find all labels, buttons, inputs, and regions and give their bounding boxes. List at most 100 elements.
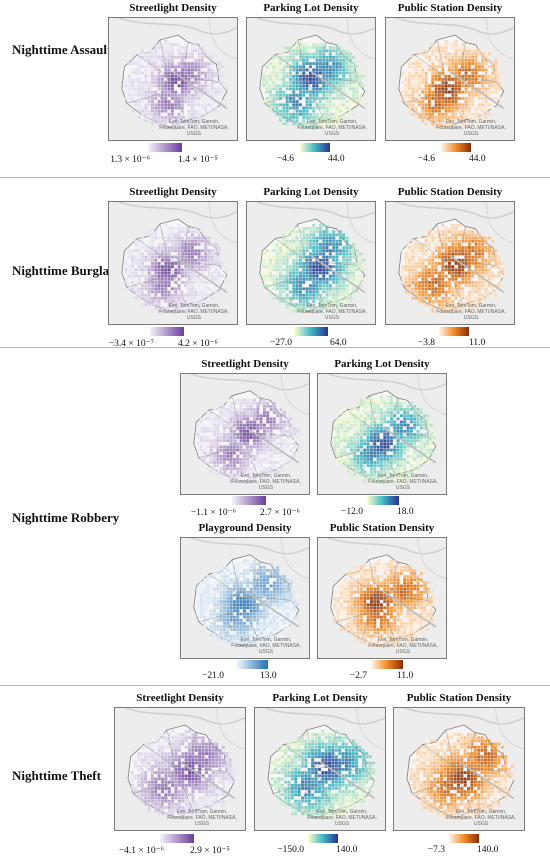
density-cell	[427, 116, 431, 119]
density-cell	[318, 58, 322, 62]
density-cell	[288, 290, 292, 294]
density-cell	[265, 81, 269, 85]
density-cell	[437, 62, 441, 65]
density-cell	[418, 103, 421, 107]
density-cell	[491, 271, 495, 275]
density-cell	[457, 71, 461, 75]
density-cell	[282, 600, 286, 603]
density-cell	[338, 281, 342, 284]
density-cell	[292, 62, 296, 65]
density-cell	[362, 277, 366, 281]
density-cell	[338, 262, 342, 265]
density-cell	[187, 262, 191, 265]
density-cell	[242, 423, 246, 427]
density-cell	[216, 454, 220, 458]
density-cell	[444, 281, 448, 284]
density-cell	[298, 46, 302, 50]
density-cell	[461, 43, 465, 46]
density-cell	[447, 58, 451, 62]
density-cell	[164, 284, 168, 288]
density-cell	[177, 223, 181, 227]
density-cell	[356, 470, 360, 474]
district-boundary	[414, 238, 446, 261]
density-cell	[348, 78, 352, 81]
density-cell	[266, 479, 270, 483]
density-cell	[219, 458, 223, 461]
density-cell	[164, 230, 168, 234]
density-cell	[345, 249, 349, 253]
density-cell	[389, 454, 393, 458]
density-cell	[421, 81, 425, 85]
density-cell	[389, 404, 393, 408]
density-cell	[328, 300, 332, 303]
density-cell	[464, 252, 468, 256]
density-cell	[167, 277, 171, 281]
density-cell	[259, 587, 263, 591]
density-cell	[220, 100, 224, 104]
density-cell	[279, 587, 283, 591]
density-cell	[451, 109, 455, 113]
density-cell	[389, 464, 393, 467]
density-cell	[457, 46, 461, 50]
density-cell	[217, 255, 221, 259]
density-cell	[282, 71, 286, 75]
density-cell	[272, 58, 276, 62]
density-cell	[399, 448, 403, 452]
density-cell	[305, 306, 309, 310]
density-cell	[199, 587, 203, 591]
density-cell	[265, 78, 269, 81]
density-cell	[276, 590, 280, 594]
density-cell	[276, 593, 280, 597]
density-cell	[424, 265, 428, 269]
density-cell	[298, 81, 302, 85]
density-cell	[252, 470, 256, 474]
density-cell	[199, 584, 203, 588]
density-cell	[434, 300, 438, 303]
density-cell	[164, 68, 168, 72]
density-cell	[414, 81, 418, 85]
density-cell	[177, 43, 181, 46]
map-attribution: Esri, TomTom, Garmin, Foursquare, FAO, M…	[436, 119, 506, 137]
density-cell	[335, 258, 339, 262]
density-cell	[441, 119, 445, 123]
density-cell	[127, 74, 131, 78]
density-cell	[262, 277, 266, 281]
density-cell	[308, 103, 312, 107]
density-cell	[141, 87, 144, 91]
density-cell	[285, 122, 289, 126]
density-cell	[276, 423, 280, 427]
density-cell	[338, 106, 342, 110]
density-cell	[232, 581, 236, 585]
density-cell	[164, 300, 168, 303]
density-cell	[383, 442, 387, 446]
density-cell	[187, 287, 191, 291]
density-cell	[431, 116, 435, 119]
density-cell	[214, 106, 218, 110]
density-cell	[137, 81, 141, 85]
density-cell	[399, 426, 403, 430]
density-cell	[213, 442, 216, 446]
density-cell	[356, 448, 360, 452]
density-cell	[282, 281, 286, 284]
density-cell	[124, 90, 128, 94]
density-cell	[295, 103, 299, 107]
density-cell	[150, 65, 154, 69]
density-cell	[282, 262, 286, 265]
density-cell	[197, 74, 201, 78]
density-cell	[474, 296, 478, 300]
density-cell	[160, 119, 164, 123]
density-cell	[196, 593, 200, 597]
density-cell	[229, 404, 233, 408]
density-cell	[474, 242, 478, 246]
density-cell	[200, 271, 204, 275]
density-cell	[359, 451, 363, 455]
density-cell	[210, 100, 214, 104]
density-cell	[242, 464, 246, 467]
density-cell	[461, 68, 465, 72]
density-cell	[315, 230, 319, 234]
density-cell	[134, 258, 138, 262]
density-cell	[275, 55, 279, 59]
density-cell	[356, 401, 360, 405]
density-cell	[474, 49, 478, 53]
density-cell	[219, 448, 223, 452]
